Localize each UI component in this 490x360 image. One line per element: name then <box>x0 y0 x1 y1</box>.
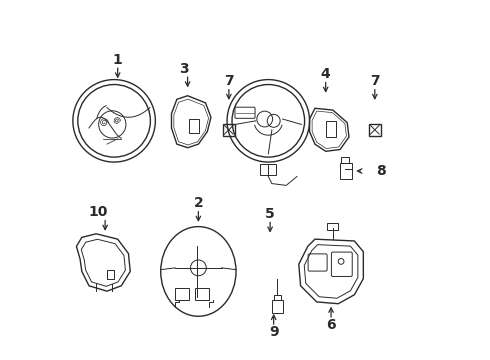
Text: 9: 9 <box>269 325 278 339</box>
Bar <box>260 164 276 175</box>
Bar <box>272 300 283 313</box>
Text: 4: 4 <box>321 67 331 81</box>
Text: 6: 6 <box>326 318 336 332</box>
Text: 7: 7 <box>370 75 380 89</box>
Text: 2: 2 <box>194 196 203 210</box>
Text: 3: 3 <box>179 62 189 76</box>
Bar <box>274 295 281 300</box>
Text: 10: 10 <box>88 205 108 219</box>
Bar <box>195 288 209 300</box>
Bar <box>327 223 338 230</box>
Text: 8: 8 <box>376 164 386 178</box>
Text: 1: 1 <box>113 53 122 67</box>
Bar <box>340 163 351 179</box>
Text: 5: 5 <box>265 207 275 221</box>
Bar <box>223 124 235 135</box>
Bar <box>175 288 190 300</box>
Bar <box>341 157 349 163</box>
Bar <box>369 124 381 135</box>
Text: 7: 7 <box>224 75 234 89</box>
